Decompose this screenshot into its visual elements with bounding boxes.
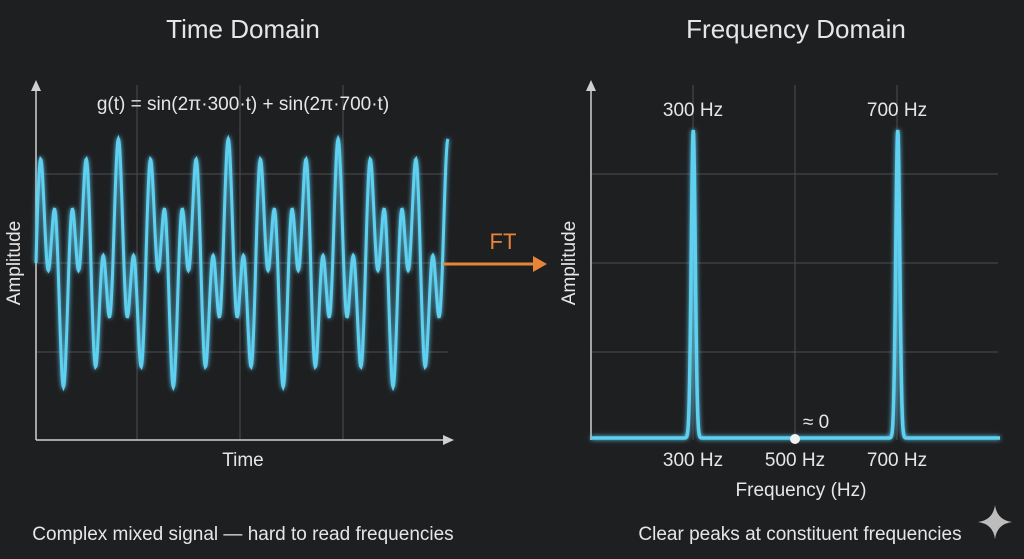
frequency-y-axis-label: Amplitude	[559, 221, 580, 306]
frequency-x-axis-label: Frequency (Hz)	[736, 480, 867, 501]
frequency-domain-panel: Frequency Domain 300 Hz 700 Hz ≈ 0 300 H…	[559, 14, 1000, 545]
time-x-axis-label: Time	[222, 450, 264, 471]
peak-label-700: 700 Hz	[867, 100, 927, 121]
zero-note: ≈ 0	[803, 412, 829, 433]
x-tick-label-500: 500 Hz	[765, 450, 825, 471]
time-domain-caption: Complex mixed signal — hard to read freq…	[32, 524, 453, 545]
ft-label: FT	[490, 229, 517, 254]
x-tick-label-700: 700 Hz	[867, 450, 927, 471]
x-tick-label-300: 300 Hz	[663, 450, 723, 471]
frequency-y-axis-arrow-icon	[586, 80, 596, 91]
frequency-grid	[591, 85, 998, 440]
time-domain-panel: Time Domain g(t) = sin(2π·300·t) + sin(2…	[4, 14, 454, 545]
signal-formula: g(t) = sin(2π·300·t) + sin(2π·700·t)	[97, 94, 389, 115]
time-signal-line	[34, 134, 450, 392]
frequency-domain-caption: Clear peaks at constituent frequencies	[638, 524, 961, 545]
sparkle-icon	[978, 505, 1012, 539]
frequency-domain-title: Frequency Domain	[686, 14, 906, 44]
ft-arrow-head-icon	[533, 256, 547, 272]
time-y-axis-label: Amplitude	[4, 221, 25, 306]
ft-arrow: FT	[443, 229, 547, 272]
zero-marker	[790, 434, 800, 444]
peak-label-300: 300 Hz	[663, 100, 723, 121]
time-x-axis-arrow-icon	[443, 435, 454, 445]
time-y-axis-arrow-icon	[31, 80, 41, 91]
time-domain-title: Time Domain	[166, 14, 320, 44]
